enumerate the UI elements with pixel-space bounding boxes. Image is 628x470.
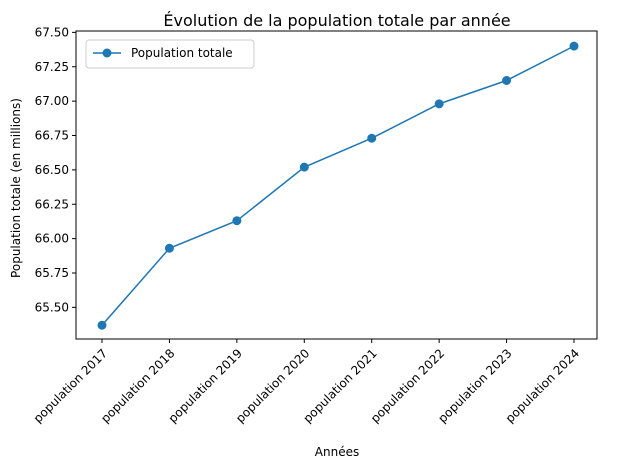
legend-entry-population-totale: Population totale — [131, 46, 233, 60]
y-axis-label: Population totale (en millions) — [9, 98, 23, 278]
y-tick-label: 65.50 — [35, 300, 69, 314]
y-tick-label: 66.50 — [35, 163, 69, 177]
series-line-population-totale — [101, 45, 575, 326]
y-tick-label: 67.00 — [35, 94, 69, 108]
data-point — [97, 320, 107, 330]
y-tick-label: 67.50 — [35, 25, 69, 39]
y-axis: 65.50 65.75 66.00 66.25 66.50 66.75 67.00 67.25… — [35, 25, 76, 314]
data-point — [502, 76, 512, 85]
plot-frame — [75, 30, 598, 340]
y-tick-label: 66.00 — [35, 232, 69, 246]
y-tick-label: 66.25 — [35, 197, 69, 211]
data-point — [434, 99, 444, 109]
legend: Population totale — [85, 39, 255, 69]
y-tick-label: 66.75 — [35, 129, 69, 143]
x-axis-label: Années — [315, 445, 359, 459]
data-point — [569, 41, 579, 51]
data-point — [299, 162, 309, 172]
chart-title: Évolution de la population totale par an… — [163, 11, 510, 30]
data-point — [367, 133, 377, 143]
y-tick-label: 65.75 — [35, 266, 69, 280]
legend-box — [85, 39, 255, 69]
legend-marker-sample — [102, 48, 112, 58]
y-tick-label: 67.25 — [35, 60, 69, 74]
data-point — [164, 243, 174, 253]
series-layer — [97, 41, 579, 330]
data-point — [232, 216, 242, 226]
plot-area — [75, 30, 598, 340]
